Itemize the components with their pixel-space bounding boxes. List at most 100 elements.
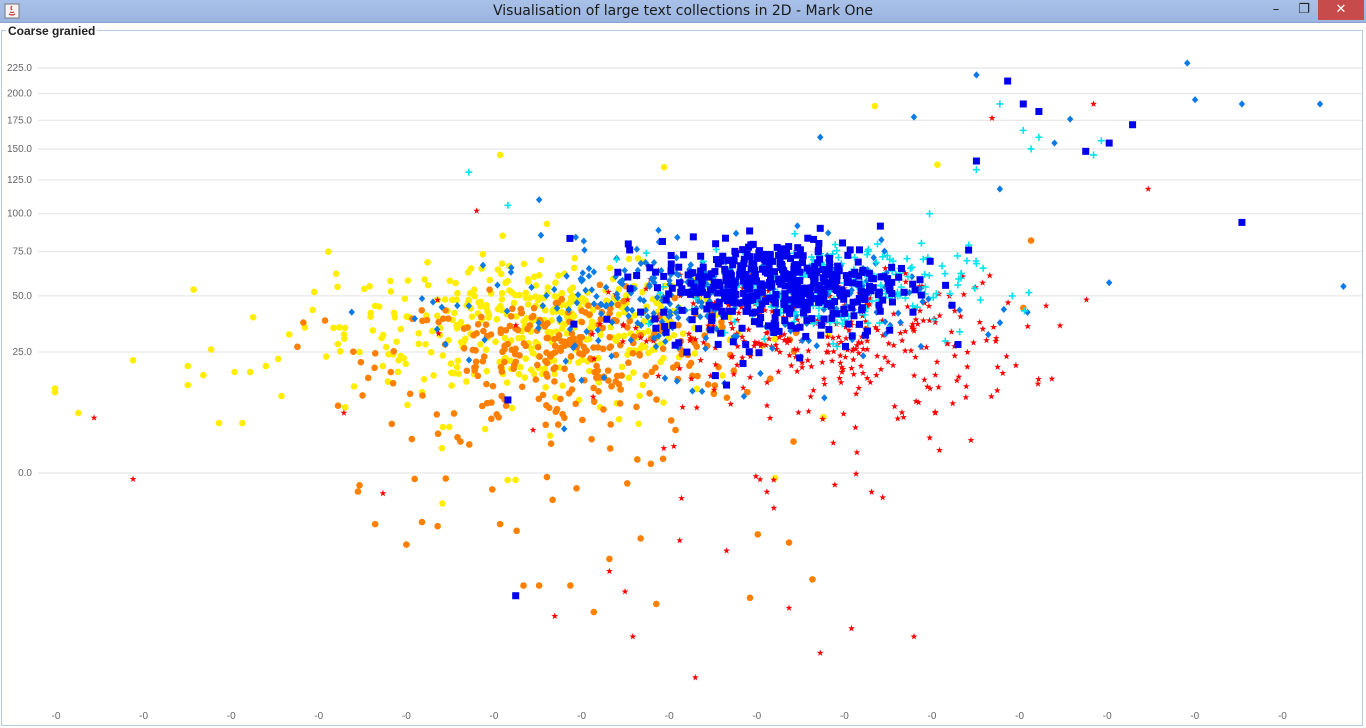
data-point (321, 317, 329, 324)
data-point (637, 321, 645, 329)
data-point (956, 306, 963, 314)
data-point (755, 339, 763, 346)
data-point (844, 251, 852, 259)
data-point (811, 267, 819, 275)
data-point (683, 348, 691, 356)
data-point (659, 455, 667, 463)
data-point (910, 633, 918, 640)
data-point (496, 520, 504, 528)
data-point (972, 157, 980, 165)
data-point (926, 210, 934, 218)
data-point (786, 351, 793, 359)
data-point (804, 234, 812, 242)
data-point (931, 408, 939, 415)
data-point (864, 327, 872, 335)
data-point (501, 334, 509, 342)
data-point (666, 308, 674, 316)
data-point (753, 292, 761, 300)
data-point (826, 260, 834, 268)
data-point (645, 320, 653, 328)
data-point (625, 359, 632, 367)
data-point (639, 288, 646, 296)
data-point (774, 368, 782, 375)
close-button[interactable]: ✕ (1318, 0, 1364, 20)
data-point (497, 302, 504, 310)
data-point (767, 273, 775, 281)
data-point (625, 374, 633, 382)
minimize-button[interactable]: – (1272, 2, 1280, 17)
data-point (879, 253, 887, 261)
data-point (863, 337, 871, 344)
data-point (348, 308, 355, 316)
data-point (463, 367, 471, 375)
data-point (336, 347, 344, 355)
maximize-button[interactable]: ❐ (1298, 2, 1310, 17)
data-point (866, 294, 874, 302)
data-point (770, 320, 778, 328)
data-point (590, 608, 598, 616)
data-point (606, 555, 613, 563)
data-point (838, 363, 846, 371)
data-point (757, 280, 765, 288)
data-point (517, 363, 524, 371)
data-point (552, 279, 559, 286)
data-point (464, 269, 472, 276)
data-point (537, 231, 545, 239)
data-point (673, 254, 680, 262)
data-point (534, 343, 542, 351)
data-point (675, 271, 682, 279)
data-point (574, 291, 582, 299)
data-point (926, 257, 934, 265)
data-point (588, 330, 596, 338)
data-point (700, 338, 707, 346)
data-point (190, 286, 197, 293)
data-point (771, 298, 779, 306)
data-point (740, 392, 748, 400)
data-point (460, 337, 468, 345)
data-point (595, 387, 602, 395)
data-point (829, 310, 837, 318)
data-point (605, 288, 612, 295)
data-point (689, 387, 696, 395)
data-point (483, 305, 490, 312)
data-point (697, 285, 705, 293)
data-point (996, 319, 1004, 327)
data-point (954, 252, 962, 260)
data-point (729, 299, 737, 307)
data-point (694, 372, 701, 380)
data-point (552, 408, 560, 415)
data-point (866, 378, 874, 386)
y-tick-label: 50.0 (13, 291, 33, 302)
data-point (873, 308, 880, 316)
data-point (951, 342, 958, 350)
data-point (936, 312, 944, 319)
data-point (596, 281, 604, 289)
data-point (730, 285, 738, 293)
data-point (807, 292, 815, 300)
data-point (714, 278, 722, 286)
data-point (796, 276, 804, 284)
data-point (751, 277, 759, 285)
data-point (739, 384, 747, 391)
data-point (841, 309, 849, 317)
data-point (678, 494, 685, 502)
data-point (618, 363, 626, 371)
data-point (926, 434, 934, 441)
data-point (488, 486, 496, 493)
data-point (729, 352, 736, 360)
data-point (758, 340, 766, 348)
data-point (783, 252, 791, 260)
chart-title: Coarse granied (6, 24, 98, 38)
data-point (686, 265, 693, 273)
data-point (379, 489, 387, 497)
data-point (498, 289, 506, 297)
data-point (439, 500, 446, 507)
data-point (915, 398, 922, 406)
data-point (1035, 108, 1043, 116)
data-point (728, 307, 736, 315)
data-point (844, 320, 852, 328)
data-point (881, 264, 889, 272)
data-point (697, 313, 704, 321)
data-point (642, 285, 650, 292)
data-point (859, 345, 867, 353)
